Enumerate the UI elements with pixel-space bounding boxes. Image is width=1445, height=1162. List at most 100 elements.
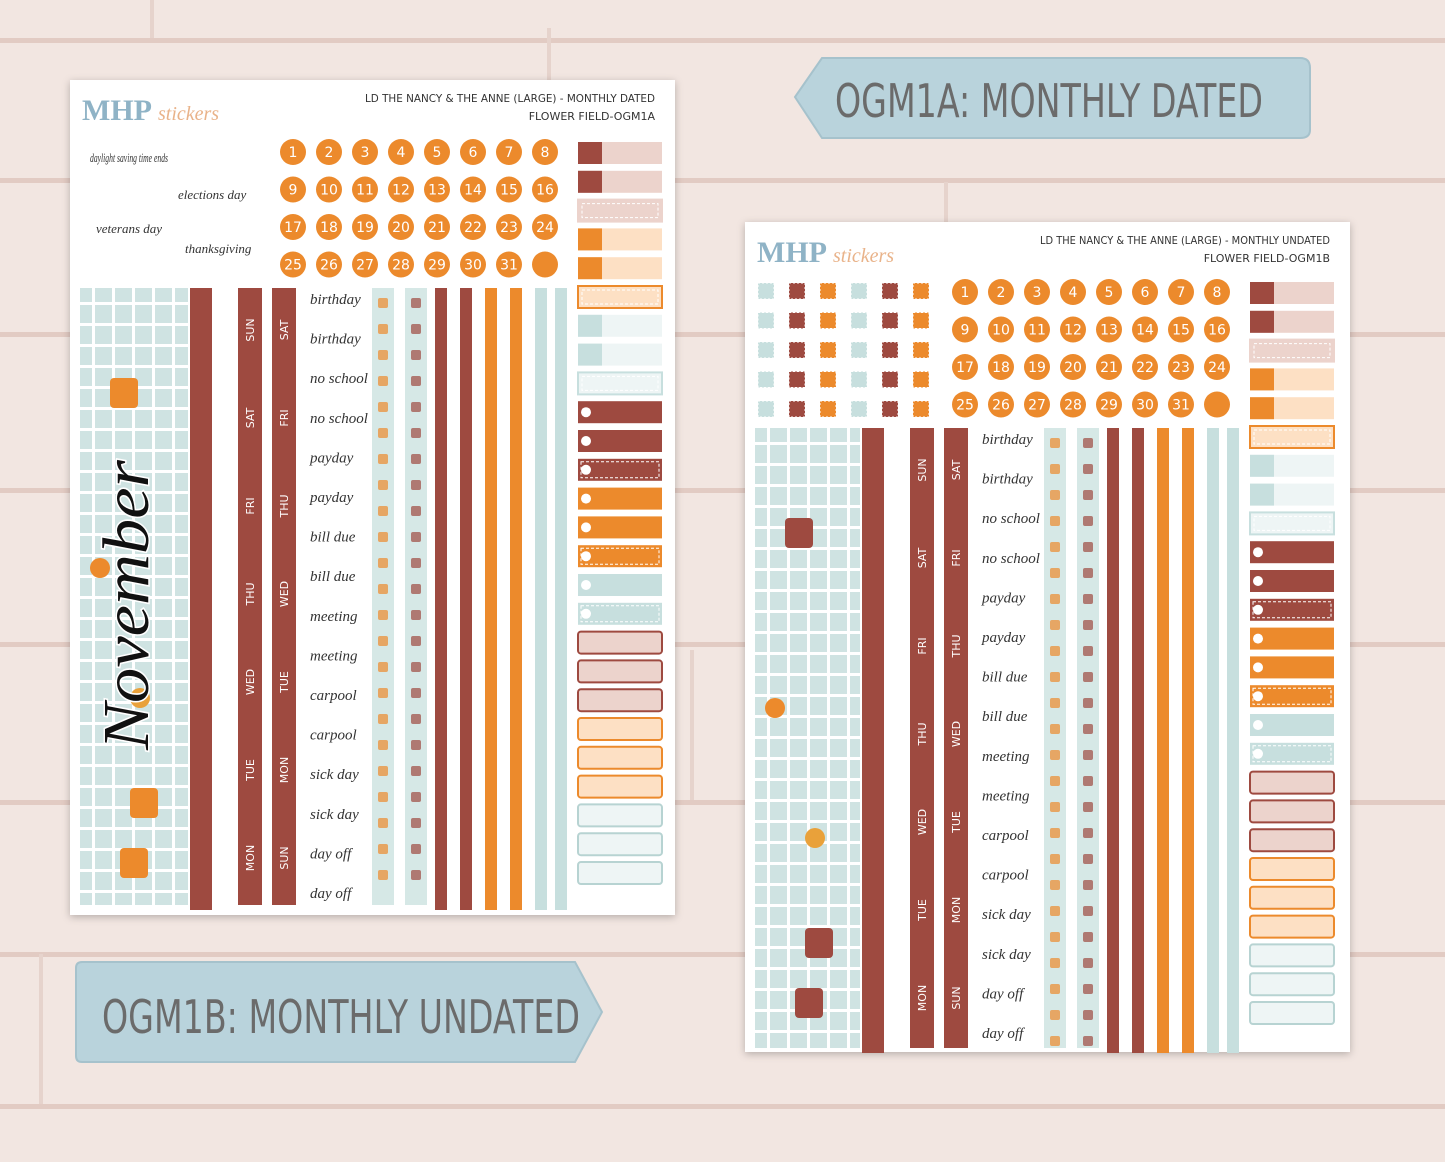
grid-stripe xyxy=(755,652,860,655)
plank-joint xyxy=(690,650,694,800)
date-circle xyxy=(460,139,486,165)
washi-dot xyxy=(378,350,388,360)
washi-dot xyxy=(1050,698,1060,708)
grid-stripe xyxy=(755,673,860,676)
washi-dot xyxy=(1050,958,1060,968)
date-number: 10 xyxy=(992,323,1010,339)
color-strip xyxy=(1132,428,1144,1053)
word-sticker: bill due xyxy=(982,670,1028,686)
washi-dot xyxy=(1050,464,1060,474)
day-label: TUE xyxy=(916,899,929,922)
washi-dot xyxy=(1083,698,1093,708)
pill-box xyxy=(1250,570,1334,592)
grid-stripe xyxy=(80,680,188,683)
grid-stripe xyxy=(755,463,860,466)
word-sticker: sick day xyxy=(310,767,359,783)
date-circle xyxy=(1204,316,1230,343)
washi-dot xyxy=(411,714,421,724)
word-sticker: no school xyxy=(982,551,1040,567)
date-number: 8 xyxy=(1213,285,1222,301)
date-circle xyxy=(496,139,522,165)
date-circle xyxy=(988,391,1014,418)
washi-dot xyxy=(1050,984,1060,994)
checklist-tab xyxy=(578,170,602,193)
date-number: 21 xyxy=(428,220,446,236)
washi-dot xyxy=(1050,620,1060,630)
outline-box xyxy=(577,630,663,655)
pill-box xyxy=(578,516,662,539)
checkbox xyxy=(881,371,899,388)
date-number: 26 xyxy=(992,398,1010,414)
washi-dot xyxy=(1083,568,1093,578)
word-sticker: no school xyxy=(310,371,368,387)
day-label: FRI xyxy=(950,549,963,566)
washi-dot xyxy=(378,714,388,724)
dashed-box xyxy=(1249,425,1335,449)
date-circle xyxy=(352,251,378,278)
checkbox xyxy=(757,400,775,418)
checkbox xyxy=(819,312,837,329)
washi-dot xyxy=(1050,568,1060,578)
grid-stripe xyxy=(755,631,860,634)
date-number: 22 xyxy=(1136,360,1154,376)
washi-dot xyxy=(1083,672,1093,682)
word-sticker: day off xyxy=(982,1026,1025,1042)
outline-box xyxy=(1249,828,1335,853)
date-number: 24 xyxy=(1208,360,1226,376)
washi-dot xyxy=(411,766,421,776)
banner xyxy=(793,57,1311,139)
date-circle xyxy=(388,214,414,240)
washi-dot xyxy=(1050,490,1060,500)
grid-stripe xyxy=(755,799,860,802)
checkbox xyxy=(819,371,837,388)
date-number: 11 xyxy=(356,183,374,199)
washi-dot xyxy=(378,480,388,490)
day-label: MON xyxy=(278,757,291,783)
pill-dot xyxy=(1253,547,1263,558)
pill-box xyxy=(578,430,662,452)
banner-text: OGM1B: MONTHLY UNDATED xyxy=(102,990,580,1044)
grid-stripe xyxy=(80,743,188,746)
washi-dot xyxy=(378,402,388,412)
blank-circle xyxy=(532,251,558,278)
word-sticker: day off xyxy=(310,886,353,902)
pill-box xyxy=(1250,742,1334,765)
washi-strip xyxy=(405,288,427,905)
date-circle xyxy=(352,176,378,203)
pill-dot xyxy=(581,551,591,562)
checklist-tab xyxy=(578,257,602,280)
grid-stripe xyxy=(80,428,188,431)
outline-box xyxy=(577,745,663,770)
day-label: WED xyxy=(950,721,963,747)
washi-dot xyxy=(1050,802,1060,812)
date-circle xyxy=(280,139,306,165)
outline-box xyxy=(1249,914,1335,939)
washi-dot xyxy=(1050,880,1060,890)
header-strip xyxy=(190,288,212,910)
day-label: THU xyxy=(244,582,257,606)
color-strip xyxy=(435,288,447,910)
word-sticker: payday xyxy=(981,630,1026,646)
grid-stripe xyxy=(80,764,188,767)
pill-dot xyxy=(1253,720,1263,730)
washi-dot xyxy=(378,636,388,646)
date-circle xyxy=(1132,391,1158,418)
date-circle xyxy=(388,176,414,203)
grid-stripe xyxy=(80,491,188,494)
boot-icon xyxy=(120,848,148,878)
boot-icon xyxy=(130,788,158,818)
washi-strip xyxy=(1044,428,1066,1048)
date-circle xyxy=(352,139,378,165)
checkbox xyxy=(788,312,806,329)
date-circle xyxy=(1096,316,1122,343)
washi-dot xyxy=(411,584,421,594)
checkbox xyxy=(850,400,868,418)
grid-stripe xyxy=(755,715,860,718)
grid-stripe xyxy=(755,736,860,739)
checkbox xyxy=(788,400,806,418)
date-circle xyxy=(1096,391,1122,418)
checkbox xyxy=(819,400,837,418)
washi-dot xyxy=(378,792,388,802)
pill-dot xyxy=(1253,633,1263,644)
date-number: 17 xyxy=(284,220,302,236)
